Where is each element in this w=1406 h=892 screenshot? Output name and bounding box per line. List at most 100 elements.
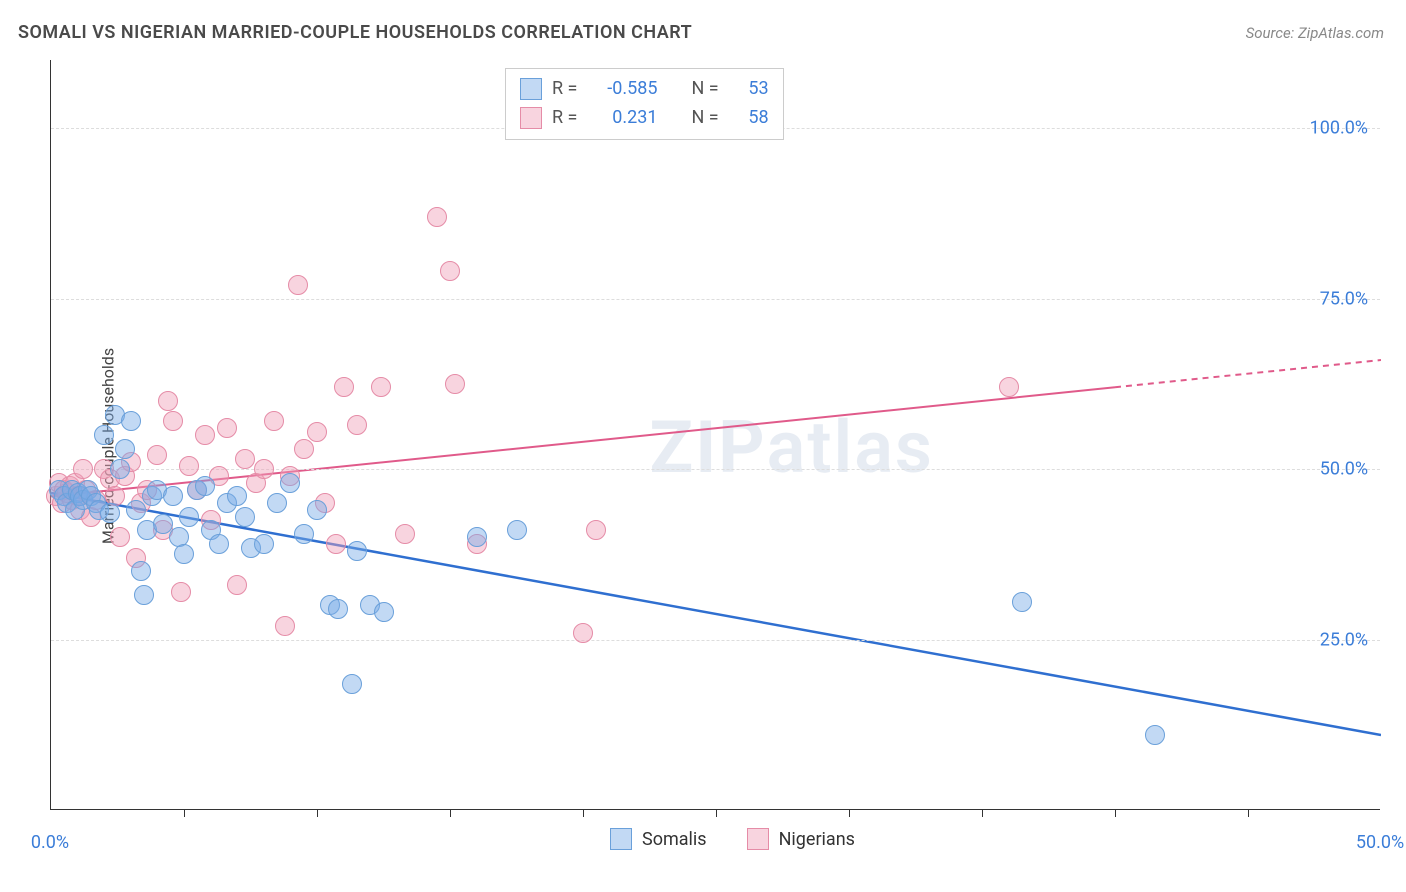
data-point-nigerians xyxy=(294,439,314,459)
data-point-somalis xyxy=(121,411,141,431)
data-point-somalis xyxy=(195,476,215,496)
trend-lines xyxy=(51,60,1381,810)
data-point-nigerians xyxy=(195,425,215,445)
plot-area: ZIPatlas 25.0% 50.0% 75.0% 100.0% xyxy=(50,60,1380,810)
data-point-somalis xyxy=(307,500,327,520)
y-tick-label: 75.0% xyxy=(1320,288,1368,309)
data-point-somalis xyxy=(294,524,314,544)
x-tick xyxy=(849,809,850,817)
data-point-nigerians xyxy=(217,418,237,438)
data-point-nigerians xyxy=(264,411,284,431)
data-point-somalis xyxy=(280,473,300,493)
data-point-somalis xyxy=(131,561,151,581)
gridline-h xyxy=(51,640,1380,641)
gridline-h xyxy=(51,299,1380,300)
legend-label-somalis: Somalis xyxy=(642,829,707,850)
data-point-nigerians xyxy=(171,582,191,602)
series-legend: Somalis Nigerians xyxy=(610,828,855,850)
legend-row-somalis: R = -0.585 N = 53 xyxy=(520,75,769,104)
data-point-somalis xyxy=(115,439,135,459)
n-label: N = xyxy=(691,104,718,133)
data-point-somalis xyxy=(467,527,487,547)
legend-row-nigerians: R = 0.231 N = 58 xyxy=(520,104,769,133)
y-tick-label: 50.0% xyxy=(1320,459,1368,480)
source-link[interactable]: ZipAtlas.com xyxy=(1298,24,1384,42)
data-point-somalis xyxy=(507,520,527,540)
data-point-nigerians xyxy=(440,261,460,281)
data-point-somalis xyxy=(342,674,362,694)
x-tick xyxy=(450,809,451,817)
correlation-legend: R = -0.585 N = 53 R = 0.231 N = 58 xyxy=(505,68,784,140)
data-point-nigerians xyxy=(445,374,465,394)
source-label: Source: xyxy=(1246,24,1295,42)
data-point-nigerians xyxy=(371,377,391,397)
data-point-somalis xyxy=(100,503,120,523)
data-point-nigerians xyxy=(163,411,183,431)
legend-swatch-bottom-nigerians xyxy=(747,828,769,850)
legend-swatch-nigerians xyxy=(520,107,542,129)
y-tick-label: 25.0% xyxy=(1320,629,1368,650)
data-point-somalis xyxy=(1145,725,1165,745)
gridline-h xyxy=(51,469,1380,470)
data-point-nigerians xyxy=(254,459,274,479)
y-tick-label: 100.0% xyxy=(1310,118,1368,139)
x-axis-max-label: 50.0% xyxy=(1356,832,1404,853)
legend-swatch-bottom-somalis xyxy=(610,828,632,850)
data-point-nigerians xyxy=(235,449,255,469)
data-point-somalis xyxy=(374,602,394,622)
data-point-somalis xyxy=(134,585,154,605)
data-point-nigerians xyxy=(179,456,199,476)
chart-title: SOMALI VS NIGERIAN MARRIED-COUPLE HOUSEH… xyxy=(18,22,692,43)
r-label: R = xyxy=(552,75,577,104)
data-point-somalis xyxy=(163,486,183,506)
legend-swatch-somalis xyxy=(520,78,542,100)
data-point-somalis xyxy=(328,599,348,619)
data-point-nigerians xyxy=(73,459,93,479)
n-label: N = xyxy=(691,75,718,104)
x-tick xyxy=(184,809,185,817)
x-tick xyxy=(583,809,584,817)
watermark: ZIPatlas xyxy=(650,405,934,490)
data-point-somalis xyxy=(235,507,255,527)
data-point-nigerians xyxy=(334,377,354,397)
data-point-nigerians xyxy=(573,623,593,643)
data-point-nigerians xyxy=(288,275,308,295)
data-point-somalis xyxy=(174,544,194,564)
data-point-nigerians xyxy=(158,391,178,411)
chart-container: SOMALI VS NIGERIAN MARRIED-COUPLE HOUSEH… xyxy=(0,0,1406,892)
data-point-nigerians xyxy=(307,422,327,442)
data-point-somalis xyxy=(227,486,247,506)
data-point-nigerians xyxy=(326,534,346,554)
data-point-somalis xyxy=(209,534,229,554)
data-point-nigerians xyxy=(999,377,1019,397)
x-tick xyxy=(1115,809,1116,817)
data-point-somalis xyxy=(267,493,287,513)
watermark-atlas: atlas xyxy=(767,405,934,490)
data-point-nigerians xyxy=(275,616,295,636)
data-point-nigerians xyxy=(147,445,167,465)
data-point-somalis xyxy=(1012,592,1032,612)
legend-item-somalis: Somalis xyxy=(610,828,707,850)
x-tick xyxy=(982,809,983,817)
data-point-somalis xyxy=(254,534,274,554)
data-point-somalis xyxy=(94,425,114,445)
data-point-nigerians xyxy=(586,520,606,540)
r-label: R = xyxy=(552,104,577,133)
r-value-somalis: -0.585 xyxy=(587,75,657,104)
x-axis-min-label: 0.0% xyxy=(31,832,69,853)
legend-label-nigerians: Nigerians xyxy=(779,829,855,850)
data-point-nigerians xyxy=(427,207,447,227)
data-point-nigerians xyxy=(110,527,130,547)
x-tick xyxy=(716,809,717,817)
x-tick xyxy=(317,809,318,817)
r-value-nigerians: 0.231 xyxy=(587,104,657,133)
data-point-somalis xyxy=(126,500,146,520)
x-tick xyxy=(1248,809,1249,817)
data-point-somalis xyxy=(110,459,130,479)
n-value-nigerians: 58 xyxy=(729,104,769,133)
watermark-zip: ZIP xyxy=(650,405,767,490)
data-point-somalis xyxy=(347,541,367,561)
n-value-somalis: 53 xyxy=(729,75,769,104)
data-point-nigerians xyxy=(395,524,415,544)
data-point-nigerians xyxy=(347,415,367,435)
